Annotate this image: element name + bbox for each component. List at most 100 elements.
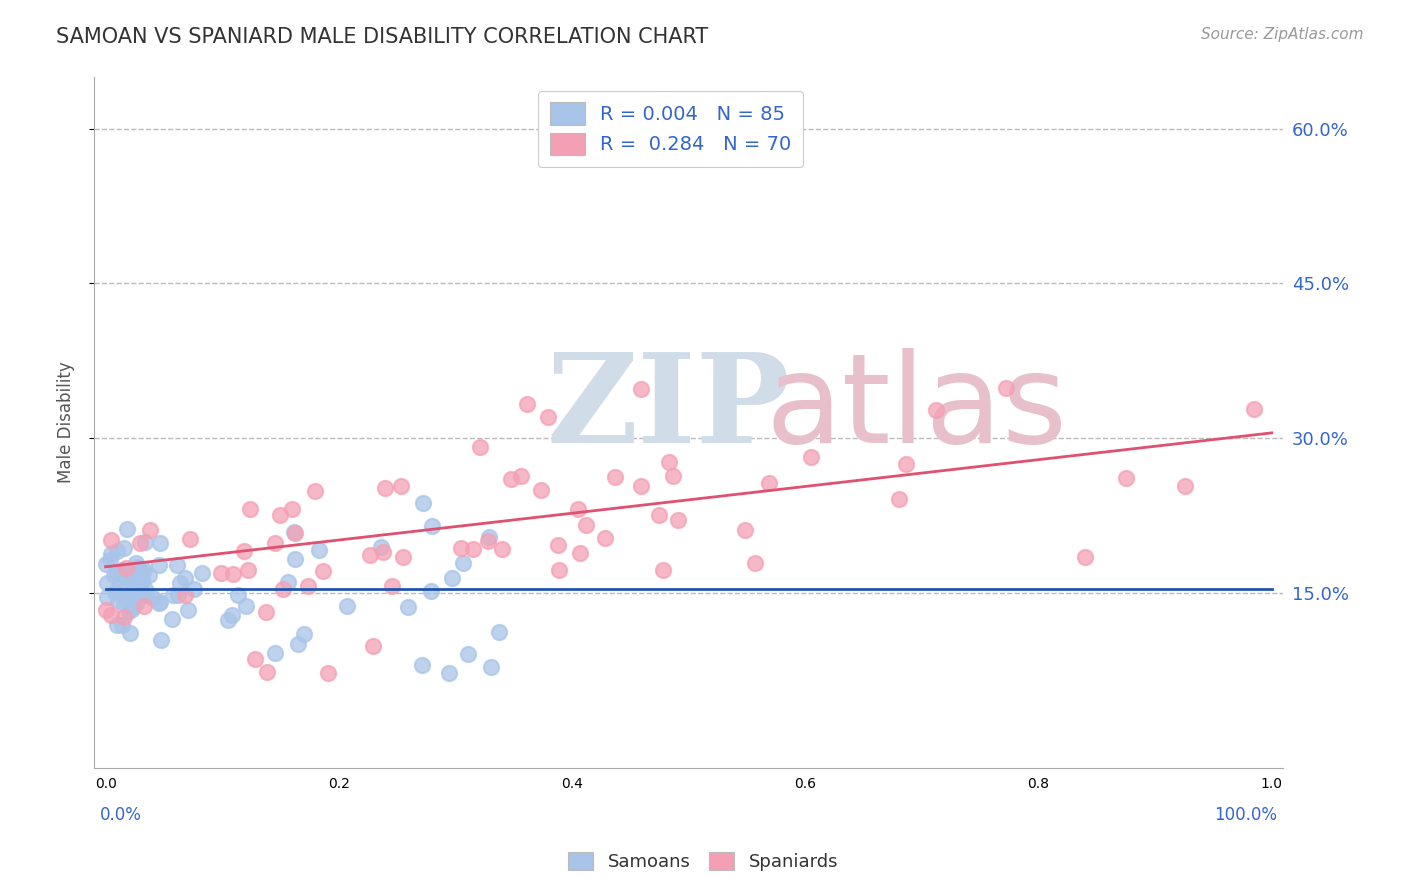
Point — [221, 608, 243, 623]
Point — [100, 607, 122, 622]
Point — [239, 502, 262, 516]
Point — [479, 660, 502, 674]
Point — [162, 588, 184, 602]
Point — [269, 508, 291, 522]
Point — [284, 526, 307, 541]
Point — [461, 542, 484, 557]
Point — [530, 483, 553, 498]
Point — [173, 571, 195, 585]
Point — [284, 552, 307, 566]
Point — [110, 566, 132, 581]
Point — [1074, 550, 1097, 565]
Point — [111, 563, 134, 577]
Point — [568, 546, 591, 560]
Point — [236, 563, 259, 577]
Point — [209, 566, 232, 581]
Point — [661, 469, 683, 483]
Point — [98, 553, 121, 567]
Point — [361, 640, 384, 654]
Point — [179, 532, 201, 546]
Legend: R = 0.004   N = 85, R =  0.284   N = 70: R = 0.004 N = 85, R = 0.284 N = 70 — [538, 91, 803, 167]
Point — [575, 517, 598, 532]
Point — [103, 567, 125, 582]
Point — [105, 543, 128, 558]
Point — [283, 524, 305, 539]
Point — [125, 582, 148, 596]
Point — [100, 533, 122, 548]
Point — [440, 571, 463, 585]
Point — [509, 468, 531, 483]
Point — [995, 381, 1018, 395]
Point — [1174, 479, 1197, 493]
Point — [122, 589, 145, 603]
Point — [233, 544, 256, 558]
Point — [488, 625, 510, 640]
Point — [94, 603, 117, 617]
Point — [271, 582, 294, 596]
Point — [221, 566, 243, 581]
Point — [96, 576, 118, 591]
Point — [336, 599, 359, 614]
Point — [744, 556, 766, 570]
Point — [666, 513, 689, 527]
Point — [190, 566, 212, 580]
Point — [1115, 470, 1137, 484]
Point — [148, 595, 170, 609]
Point — [263, 536, 285, 550]
Y-axis label: Male Disability: Male Disability — [58, 361, 75, 483]
Point — [120, 592, 142, 607]
Point — [107, 592, 129, 607]
Point — [370, 540, 392, 554]
Point — [138, 523, 160, 537]
Point — [297, 579, 319, 593]
Point — [264, 647, 287, 661]
Point — [217, 614, 239, 628]
Point — [125, 560, 148, 574]
Point — [887, 492, 910, 507]
Point — [121, 602, 143, 616]
Point — [478, 530, 501, 544]
Point — [437, 665, 460, 680]
Point — [420, 519, 443, 533]
Text: SAMOAN VS SPANIARD MALE DISABILITY CORRELATION CHART: SAMOAN VS SPANIARD MALE DISABILITY CORRE… — [56, 27, 709, 46]
Point — [124, 564, 146, 578]
Point — [142, 591, 165, 606]
Point — [391, 550, 413, 565]
Point — [477, 533, 499, 548]
Point — [114, 590, 136, 604]
Point — [160, 612, 183, 626]
Point — [389, 479, 412, 493]
Point — [118, 626, 141, 640]
Point — [108, 580, 131, 594]
Point — [457, 648, 479, 662]
Point — [131, 573, 153, 587]
Point — [308, 543, 330, 558]
Point — [1243, 402, 1265, 417]
Point — [150, 632, 173, 647]
Point — [648, 508, 671, 522]
Point — [166, 558, 188, 572]
Point — [316, 665, 339, 680]
Point — [304, 483, 326, 498]
Point — [371, 544, 394, 558]
Text: 0.0%: 0.0% — [100, 805, 142, 823]
Point — [292, 627, 315, 641]
Point — [595, 532, 617, 546]
Point — [173, 588, 195, 602]
Point — [100, 547, 122, 561]
Point — [567, 502, 589, 516]
Point — [122, 585, 145, 599]
Point — [411, 658, 433, 673]
Text: atlas: atlas — [766, 348, 1069, 469]
Point — [183, 582, 205, 597]
Point — [94, 558, 117, 572]
Point — [287, 637, 309, 651]
Point — [96, 591, 118, 605]
Point — [499, 472, 522, 486]
Point — [134, 588, 156, 602]
Point — [450, 541, 472, 555]
Point — [630, 382, 652, 396]
Point — [118, 604, 141, 618]
Point — [312, 565, 335, 579]
Point — [630, 478, 652, 492]
